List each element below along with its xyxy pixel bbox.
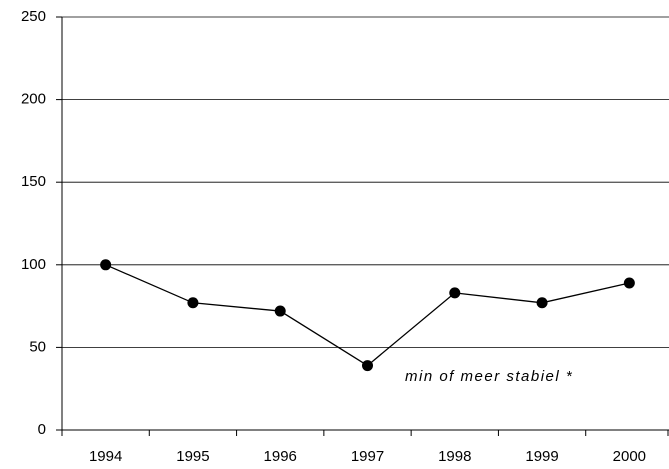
x-tick-label: 1998 <box>438 448 471 465</box>
y-tick-label: 100 <box>21 256 46 273</box>
x-tick-label: 1999 <box>525 448 558 465</box>
point <box>274 305 286 317</box>
x-tick-label: 1994 <box>89 448 122 465</box>
y-tick-label: 200 <box>21 91 46 108</box>
point <box>100 259 112 271</box>
annotation: min of meer stabiel * <box>405 368 573 385</box>
point <box>362 360 373 372</box>
y-tick-label: 250 <box>21 8 46 25</box>
point <box>187 297 199 309</box>
y-tick-label: 0 <box>38 421 46 438</box>
y-tick-label: 50 <box>29 338 46 355</box>
x-tick-label: 1997 <box>351 448 384 465</box>
x-tick-label: 1995 <box>176 448 209 465</box>
point <box>623 277 635 289</box>
x-tick-label: 1996 <box>264 448 297 465</box>
point <box>536 297 548 309</box>
point <box>449 287 461 299</box>
line <box>105 264 630 367</box>
x-tick-label: 2000 <box>613 448 646 465</box>
y-tick-label: 150 <box>21 173 46 190</box>
